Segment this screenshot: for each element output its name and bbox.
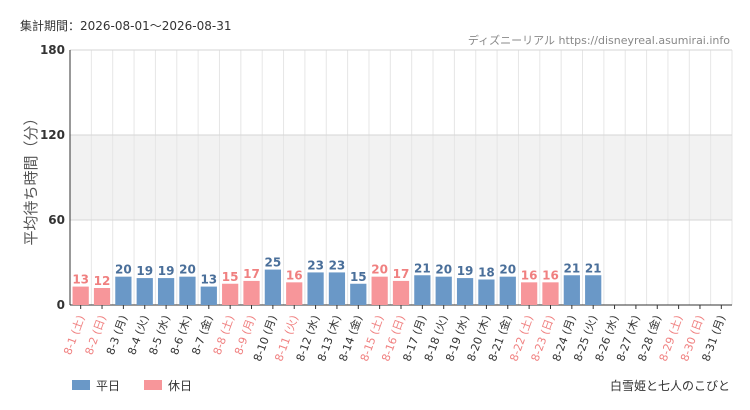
attraction-name: 白雪姫と七人のこびと: [610, 378, 730, 393]
bar: [264, 269, 281, 305]
bar-value-label: 23: [329, 258, 346, 272]
y-tick-label: 180: [40, 43, 65, 57]
bar-value-label: 20: [499, 263, 516, 277]
bar-value-label: 20: [435, 263, 452, 277]
bar: [328, 272, 346, 305]
legend-swatch: [72, 380, 90, 390]
bar-value-label: 21: [563, 261, 580, 275]
bar-value-label: 25: [265, 256, 282, 270]
grid-band: [70, 135, 732, 220]
bar: [456, 278, 474, 305]
bar: [179, 276, 196, 305]
bar: [563, 275, 580, 305]
bar: [243, 280, 260, 305]
y-tick-label: 120: [40, 128, 65, 142]
bar: [286, 282, 303, 305]
bar-value-label: 19: [136, 264, 153, 278]
y-tick-label: 0: [57, 298, 65, 312]
legend: 平日 休日: [72, 379, 192, 393]
bar: [200, 286, 217, 305]
bar-value-label: 12: [94, 274, 111, 288]
bar: [414, 275, 431, 305]
bar-value-label: 16: [286, 268, 303, 282]
bar: [136, 278, 153, 305]
y-tick-label: 60: [48, 213, 65, 227]
bar: [542, 282, 559, 305]
bar: [93, 288, 111, 305]
bar: [350, 283, 367, 305]
bar: [307, 272, 324, 305]
bar-value-label: 19: [457, 264, 474, 278]
bar-value-label: 21: [585, 261, 602, 275]
legend-label: 平日: [96, 379, 120, 393]
bar: [521, 282, 538, 305]
bar-value-label: 19: [158, 264, 175, 278]
legend-label: 休日: [168, 379, 192, 393]
bar: [435, 276, 452, 305]
bar: [115, 276, 132, 305]
bar-value-label: 23: [307, 258, 324, 272]
bar: [222, 283, 239, 305]
bar-value-label: 17: [393, 267, 410, 281]
bar-value-label: 18: [478, 266, 495, 280]
bar: [478, 279, 495, 305]
bar-value-label: 21: [414, 261, 431, 275]
bar-value-label: 15: [350, 270, 367, 284]
source-label: ディズニーリアル https://disneyreal.asumirai.inf…: [468, 33, 730, 47]
bar-value-label: 17: [243, 267, 260, 281]
bar-value-label: 16: [521, 268, 538, 282]
bar: [157, 278, 175, 305]
bar: [585, 275, 602, 305]
bar-value-label: 20: [115, 263, 132, 277]
bar-value-label: 16: [542, 268, 559, 282]
bar-value-label: 13: [200, 273, 217, 287]
bar: [371, 276, 388, 305]
legend-swatch: [144, 380, 162, 390]
bar-value-label: 20: [371, 263, 388, 277]
bar: [72, 286, 89, 305]
bar-value-label: 13: [72, 273, 89, 287]
period-label: 集計期間：2026-08-01〜2026-08-31: [20, 18, 231, 33]
y-axis-title: 平均待ち時間（分）: [22, 110, 40, 245]
bar: [499, 276, 516, 305]
bar-value-label: 20: [179, 263, 196, 277]
bar: [392, 280, 410, 305]
bar-value-label: 15: [222, 270, 239, 284]
